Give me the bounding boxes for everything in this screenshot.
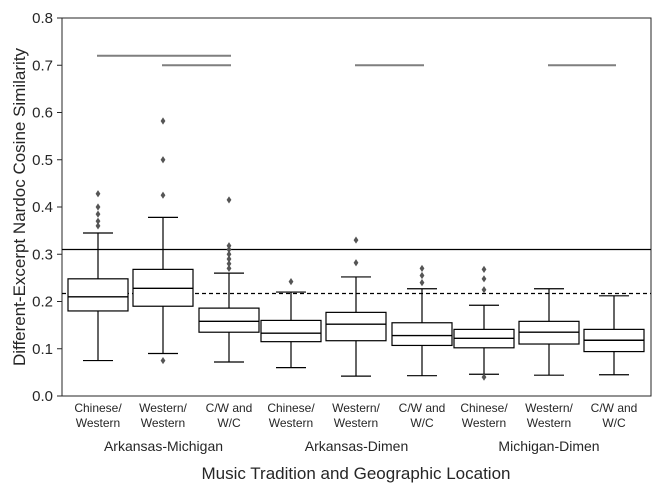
box-plot-item (583, 295, 645, 376)
box-label-line2: W/C (217, 416, 241, 430)
box-iqr (67, 278, 129, 312)
outlier-point (419, 264, 425, 273)
box-iqr (198, 307, 260, 333)
box-label-line2: Western (141, 416, 185, 430)
y-tick-label: 0.6 (32, 105, 53, 122)
y-tick-label: 0.4 (32, 199, 53, 216)
box-iqr (260, 319, 322, 343)
outlier-point (481, 286, 487, 294)
outlier-point (353, 259, 359, 267)
box-plot-item (325, 236, 387, 377)
box-label-line2: Western (269, 416, 313, 430)
outlier-point (226, 245, 232, 254)
box-label-line2: W/C (410, 416, 434, 430)
outlier-point (160, 356, 166, 365)
box-plot-item (391, 264, 453, 377)
group-label: Arkansas-Michigan (104, 438, 223, 454)
box-plot-item (198, 196, 260, 363)
outlier-point (226, 264, 232, 273)
outlier-point (226, 250, 232, 258)
y-tick-label: 0.3 (32, 246, 53, 263)
outlier-point (160, 191, 166, 199)
outlier-point (160, 117, 166, 125)
box-label-line2: W/C (602, 416, 626, 430)
y-tick-label: 0.0 (32, 388, 53, 405)
box-label-line1: Chinese/ (267, 401, 315, 415)
box-label-line2: Western (462, 416, 506, 430)
significance-bars (97, 54, 616, 67)
y-tick-label: 0.2 (32, 294, 53, 311)
box-label-line1: C/W and (206, 401, 253, 415)
outlier-point (353, 236, 359, 244)
y-tick-label: 0.1 (32, 341, 53, 358)
outlier-point (481, 373, 487, 381)
box-plot-item (453, 265, 515, 381)
outlier-point (226, 255, 232, 263)
outlier-point (481, 275, 487, 283)
y-axis-label: Different-Excerpt Nardoc Cosine Similari… (10, 47, 29, 366)
box-plot-item (260, 278, 322, 369)
box-label-line1: Western/ (139, 401, 187, 415)
box-series (67, 117, 645, 381)
box-iqr (325, 311, 387, 342)
y-tick-label: 0.5 (32, 152, 53, 169)
outlier-point (95, 203, 101, 211)
outlier-point (226, 196, 232, 204)
box-label-line1: Western/ (525, 401, 573, 415)
outlier-point (481, 265, 487, 273)
outlier-point (226, 260, 232, 268)
y-tick-label: 0.8 (32, 10, 53, 27)
group-label: Michigan-Dimen (498, 438, 599, 454)
outlier-point (288, 278, 294, 286)
box-label-line1: C/W and (591, 401, 638, 415)
box-label-line1: Chinese/ (74, 401, 122, 415)
box-label-line1: C/W and (399, 401, 446, 415)
box-plot-item (67, 190, 129, 362)
box-label-line1: Western/ (332, 401, 380, 415)
box-label-line2: Western (527, 416, 571, 430)
outlier-point (419, 279, 425, 287)
outlier-point (95, 222, 101, 230)
box-plot-item (518, 288, 580, 376)
box-label-line2: Western (76, 416, 120, 430)
x-axis-label: Music Tradition and Geographic Location (201, 464, 510, 483)
box-iqr (391, 322, 453, 347)
y-axis-ticks: 0.0 0.1 0.2 0.3 0.4 0.5 0.6 0.7 0.8 (32, 10, 62, 405)
outlier-point (160, 156, 166, 164)
box-label-line2: Western (334, 416, 378, 430)
y-tick-label: 0.7 (32, 57, 53, 74)
box-label-line1: Chinese/ (460, 401, 508, 415)
outlier-point (95, 190, 101, 198)
box-plot-item (132, 117, 194, 365)
outlier-point (419, 271, 425, 280)
group-label: Arkansas-Dimen (305, 438, 408, 454)
outlier-point (226, 242, 232, 250)
outlier-point (95, 210, 101, 218)
outlier-point (95, 217, 101, 225)
